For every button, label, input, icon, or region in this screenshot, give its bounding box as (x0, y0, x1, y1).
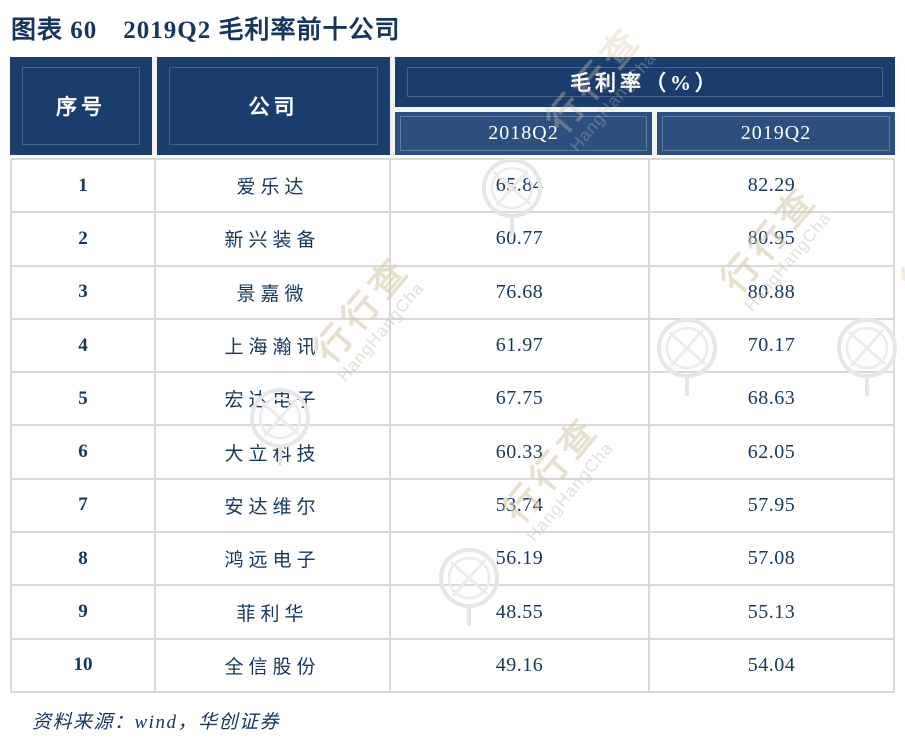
table-body: 1 爱乐达 65.84 82.29 2 新兴装备 60.77 80.95 3 景… (10, 158, 895, 693)
value-2018q2: 48.55 (391, 586, 648, 638)
value-2018q2: 60.77 (391, 213, 648, 265)
row-index: 7 (12, 479, 154, 532)
header-index: 序号 (10, 57, 152, 155)
row-index: 10 (12, 639, 154, 691)
value-2018q2: 67.75 (391, 373, 648, 425)
row-index: 6 (12, 426, 154, 478)
value-2019q2: 80.95 (650, 213, 893, 265)
row-index: 4 (12, 319, 154, 372)
company-name: 鸿远电子 (156, 533, 389, 585)
value-2018q2: 60.33 (391, 426, 648, 478)
row-index: 8 (12, 533, 154, 585)
figure-number: 图表 60 (11, 17, 98, 44)
gross-margin-table: 序号 公司 毛利率（%） 2018Q2 2019Q2 1 爱乐达 65.84 8… (10, 57, 895, 693)
table-header: 序号 公司 毛利率（%） 2018Q2 2019Q2 (10, 57, 895, 155)
header-gross-margin-group: 毛利率（%） (395, 57, 895, 107)
header-2019q2: 2019Q2 (657, 112, 895, 155)
row-index: 9 (12, 586, 154, 638)
value-2018q2: 53.74 (391, 479, 648, 532)
company-name: 大立科技 (156, 426, 389, 478)
value-2019q2: 68.63 (650, 373, 893, 425)
figure-title: 图表 60 2019Q2 毛利率前十公司 (11, 10, 400, 46)
value-2019q2: 70.17 (650, 319, 893, 372)
company-name: 爱乐达 (156, 160, 389, 212)
value-2019q2: 62.05 (650, 426, 893, 478)
source-note: 资料来源：wind，华创证券 (32, 712, 280, 733)
value-2019q2: 54.04 (650, 639, 893, 691)
header-company: 公司 (157, 57, 390, 155)
value-2018q2: 56.19 (391, 533, 648, 585)
value-2019q2: 80.88 (650, 266, 893, 318)
row-index: 5 (12, 373, 154, 425)
value-2018q2: 76.68 (391, 266, 648, 318)
company-name: 宏达电子 (156, 373, 389, 425)
company-name: 上海瀚讯 (156, 319, 389, 372)
company-name: 安达维尔 (156, 479, 389, 532)
company-name: 全信股份 (156, 639, 389, 691)
value-2019q2: 57.95 (650, 479, 893, 532)
figure-title-text: 2019Q2 毛利率前十公司 (123, 17, 401, 44)
row-index: 1 (12, 160, 154, 212)
company-name: 新兴装备 (156, 213, 389, 265)
header-2018q2: 2018Q2 (395, 112, 652, 155)
row-index: 2 (12, 213, 154, 265)
value-2019q2: 57.08 (650, 533, 893, 585)
company-name: 菲利华 (156, 586, 389, 638)
value-2018q2: 61.97 (391, 319, 648, 372)
value-2018q2: 49.16 (391, 639, 648, 691)
company-name: 景嘉微 (156, 266, 389, 318)
value-2019q2: 82.29 (650, 160, 893, 212)
row-index: 3 (12, 266, 154, 318)
value-2019q2: 55.13 (650, 586, 893, 638)
value-2018q2: 65.84 (391, 160, 648, 212)
